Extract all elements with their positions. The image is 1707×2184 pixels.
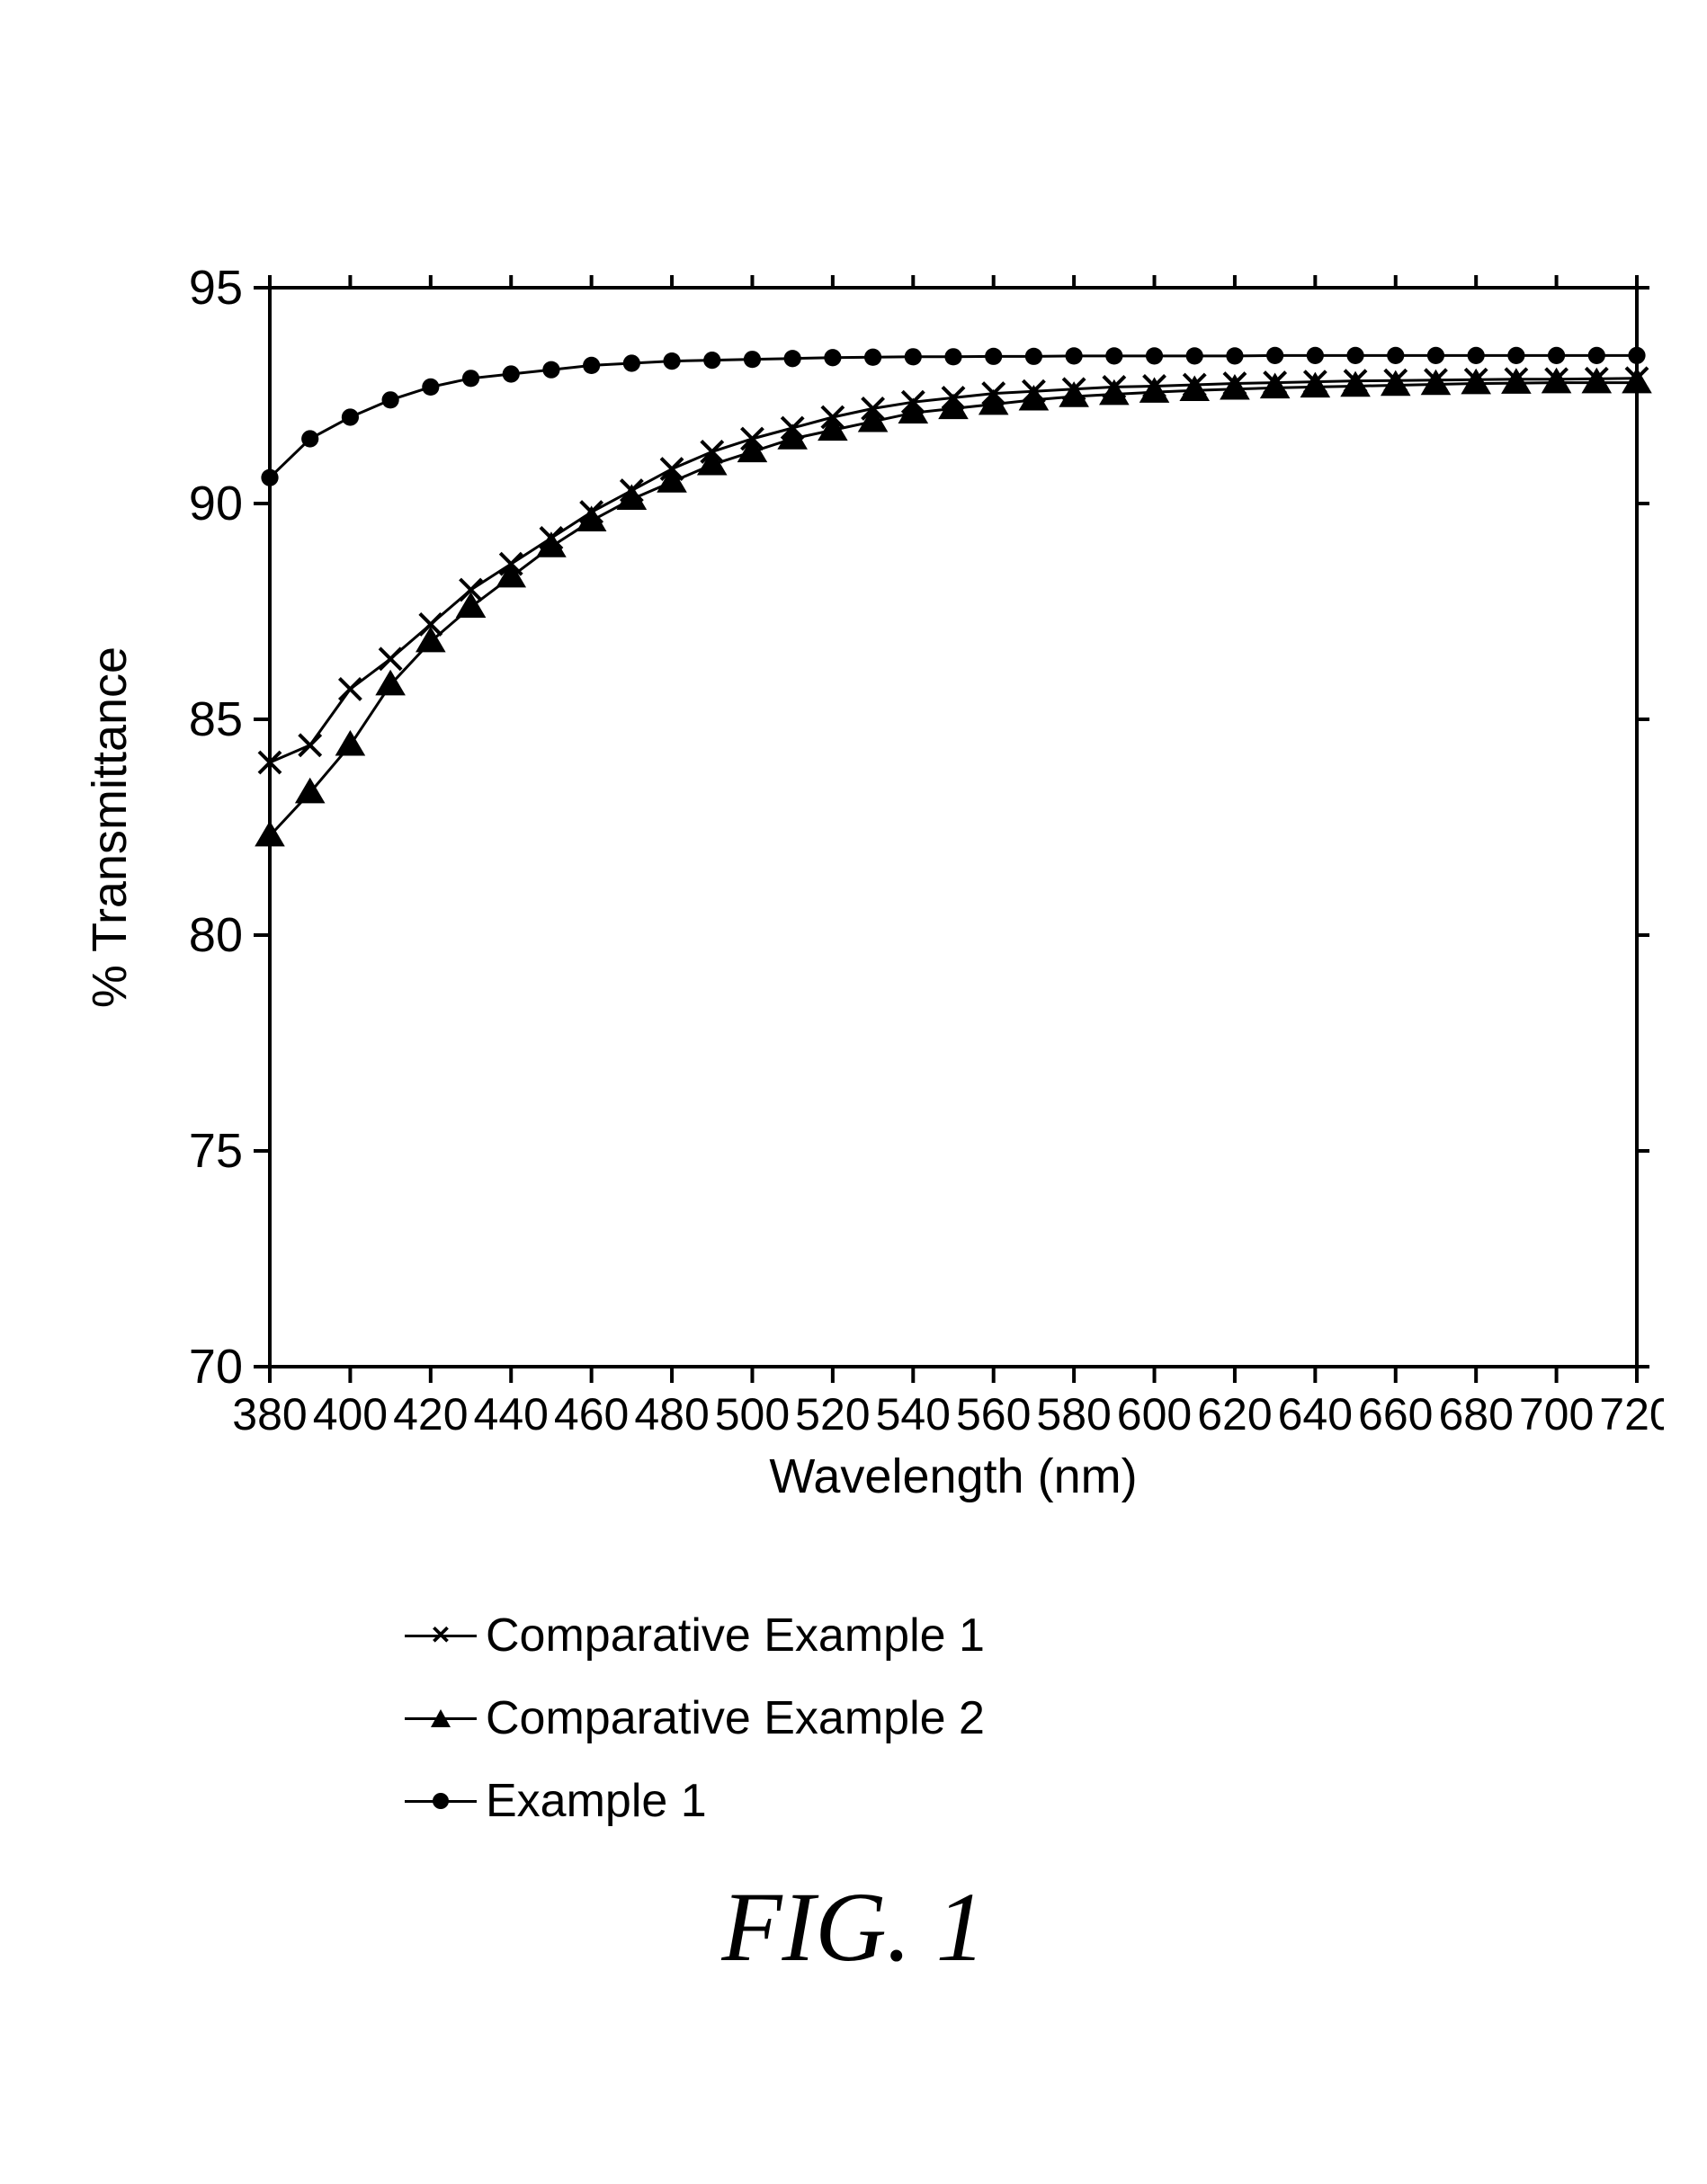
legend-line bbox=[405, 1800, 477, 1803]
svg-text:85: 85 bbox=[189, 692, 243, 746]
svg-text:600: 600 bbox=[1117, 1389, 1192, 1440]
svg-text:80: 80 bbox=[189, 908, 243, 962]
svg-text:95: 95 bbox=[189, 270, 243, 315]
x-marker-icon: ✕ bbox=[430, 1623, 451, 1648]
legend-label: Comparative Example 2 bbox=[486, 1683, 985, 1753]
svg-text:680: 680 bbox=[1438, 1389, 1513, 1440]
legend-label: Comparative Example 1 bbox=[486, 1600, 985, 1671]
legend-label: Example 1 bbox=[486, 1766, 707, 1836]
svg-text:560: 560 bbox=[956, 1389, 1031, 1440]
legend-line bbox=[405, 1717, 477, 1720]
svg-text:500: 500 bbox=[715, 1389, 790, 1440]
transmittance-chart: 7075808590953804004204404604805005205405… bbox=[45, 270, 1664, 1529]
svg-text:440: 440 bbox=[474, 1389, 549, 1440]
chart-legend: ✕ Comparative Example 1 Comparative Exam… bbox=[405, 1600, 985, 1849]
circle-marker-icon bbox=[433, 1793, 449, 1809]
svg-text:460: 460 bbox=[554, 1389, 629, 1440]
svg-text:620: 620 bbox=[1197, 1389, 1272, 1440]
triangle-marker-icon bbox=[431, 1709, 451, 1727]
legend-swatch bbox=[405, 1700, 477, 1736]
svg-text:640: 640 bbox=[1278, 1389, 1353, 1440]
legend-item-comparative-1: ✕ Comparative Example 1 bbox=[405, 1600, 985, 1671]
legend-item-comparative-2: Comparative Example 2 bbox=[405, 1683, 985, 1753]
page: 7075808590953804004204404604805005205405… bbox=[0, 0, 1707, 2184]
legend-swatch bbox=[405, 1783, 477, 1819]
chart-svg: 7075808590953804004204404604805005205405… bbox=[45, 270, 1664, 1529]
legend-line: ✕ bbox=[405, 1635, 477, 1637]
svg-text:520: 520 bbox=[795, 1389, 870, 1440]
svg-text:720: 720 bbox=[1599, 1389, 1664, 1440]
svg-text:700: 700 bbox=[1519, 1389, 1594, 1440]
svg-text:480: 480 bbox=[634, 1389, 709, 1440]
svg-text:380: 380 bbox=[232, 1389, 307, 1440]
svg-text:% Transmittance: % Transmittance bbox=[83, 646, 137, 1008]
svg-text:Wavelength (nm): Wavelength (nm) bbox=[769, 1449, 1137, 1503]
svg-text:580: 580 bbox=[1036, 1389, 1111, 1440]
svg-text:420: 420 bbox=[393, 1389, 468, 1440]
svg-text:540: 540 bbox=[876, 1389, 951, 1440]
figure-label: FIG. 1 bbox=[721, 1870, 985, 1984]
svg-text:400: 400 bbox=[313, 1389, 388, 1440]
legend-swatch: ✕ bbox=[405, 1618, 477, 1654]
svg-text:70: 70 bbox=[189, 1340, 243, 1394]
legend-item-example-1: Example 1 bbox=[405, 1766, 985, 1836]
svg-text:75: 75 bbox=[189, 1124, 243, 1178]
svg-text:90: 90 bbox=[189, 477, 243, 530]
svg-text:660: 660 bbox=[1358, 1389, 1433, 1440]
